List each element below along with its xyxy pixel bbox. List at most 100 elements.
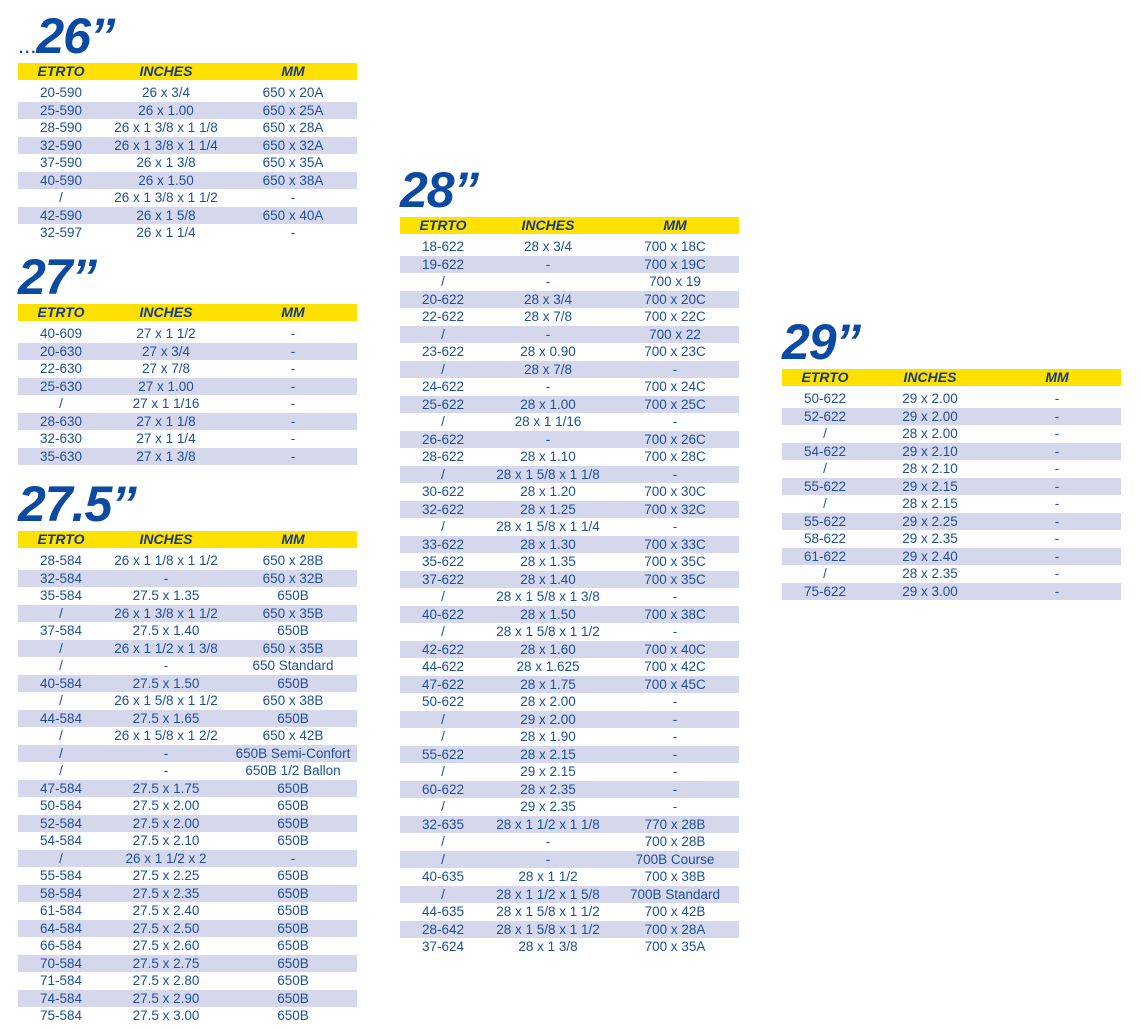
table-cell: 700 x 20C [644,291,706,307]
table-cell: 55-584 [39,868,83,883]
table-row: / 29 x 2.15 - [400,763,739,781]
table-cell: 28 x 1 1/2 [518,869,578,884]
table-header: ETRTO INCHES MM [18,63,357,80]
table-cell: - [290,378,296,394]
table-cell: 28 x 1 1/2 x 1 5/8 [496,886,600,902]
table-cell: 27.5 x 2.50 [132,920,200,936]
table-row: 37-590 26 x 1 3/8 650 x 35A [18,154,357,172]
table-cell: 770 x 28B [644,816,706,832]
table-cell: / [441,361,445,377]
table-cell: 28 x 1.40 [520,571,576,587]
table-cell: 26 x 3/4 [141,85,191,100]
table-cell: - [672,711,678,727]
title-text: 27’’ [18,249,97,305]
table-cell: - [672,361,678,377]
table-row: 50-622 29 x 2.00 - [782,390,1121,408]
table-cell: 700 x 35C [644,571,706,587]
section-title: 29’’ [782,317,861,367]
table-cell: 650 x 40A [262,207,324,223]
table-cell: 24-622 [421,379,465,394]
table-row: / 28 x 1 5/8 x 1 1/8 - [400,465,739,483]
table-row: 30-622 28 x 1.20 700 x 30C [400,483,739,501]
table-row: 40-584 27.5 x 1.50 650B [18,674,357,692]
table-row: 55-622 28 x 2.15 - [400,745,739,763]
table-cell: 32-584 [39,570,83,586]
table-row: 58-584 27.5 x 2.35 650B [18,884,357,902]
section-title: 28’’ [400,165,479,215]
table-cell: 25-590 [39,102,83,118]
table-row: 42-590 26 x 1 5/8 650 x 40A [18,206,357,224]
table-cell: - [1054,426,1060,441]
table-row: 32-590 26 x 1 3/8 x 1 1/4 650 x 32A [18,136,357,154]
table-cell: 26 x 1 3/8 x 1 1/2 [114,190,218,205]
table-cell: - [163,745,169,761]
table-cell: 22-630 [39,361,83,376]
column-header: MM [663,217,687,233]
table-cell: - [1054,461,1060,476]
table-cell: 40-609 [39,326,83,341]
table-cell: - [163,658,169,673]
table-row: 24-622 - 700 x 24C [400,378,739,396]
table-row: 52-584 27.5 x 2.00 650B [18,814,357,832]
table-row: 58-622 29 x 2.35 - [782,530,1121,548]
table-cell: 27 x 1 1/8 [136,413,196,429]
table-cell: 44-635 [421,904,465,919]
table-cell: - [290,850,296,866]
table-row: 25-622 28 x 1.00 700 x 25C [400,395,739,413]
table-cell: 650 x 42B [262,728,324,743]
table-row: 35-630 27 x 1 3/8 - [18,447,357,465]
table-cell: - [290,343,296,359]
table-row: 40-609 27 x 1 1/2 - [18,325,357,343]
table-cell: - [290,396,296,411]
column-header: ETRTO [419,217,467,233]
table-cell: 28 x 1.10 [520,449,576,464]
column-header: ETRTO [37,63,85,79]
table-cell: 20-590 [39,85,83,100]
table-cell: / [441,589,445,604]
table-cell: - [545,431,551,447]
table-cell: 25-622 [421,396,465,412]
table-cell: 700 x 28A [644,921,706,937]
table-cell: 28 x 1 5/8 x 1 1/2 [496,921,600,937]
table-cell: 27.5 x 1.50 [132,675,200,691]
table-cell: - [545,834,551,849]
table-cell: 55-622 [421,746,465,762]
table-row: 61-584 27.5 x 2.40 650B [18,902,357,920]
table-cell: 47-584 [39,780,83,796]
table-cell: 28 x 1.35 [520,554,576,569]
table-cell: 650 x 28A [262,120,324,135]
table-cell: / [823,461,827,476]
table-row: / 28 x 2.15 - [782,495,1121,513]
table-row: 20-630 27 x 3/4 - [18,342,357,360]
table-cell: 650B [277,588,309,603]
table-cell: 700 x 35C [644,554,706,569]
table-cell: 700 x 24C [644,379,706,394]
table-cell: - [290,225,296,240]
table-row: 64-584 27.5 x 2.50 650B [18,919,357,937]
table-cell: 26 x 1 5/8 x 1 2/2 [114,728,218,743]
column-header: MM [281,531,305,547]
table-cell: 29 x 2.00 [520,711,576,727]
table-row: 32-597 26 x 1 1/4 - [18,224,357,242]
table-cell: - [290,361,296,376]
table-cell: 650B [277,623,309,638]
table-cell: 700 x 40C [644,641,706,657]
table-row: / - 650 Standard [18,657,357,675]
table-cell: / [441,834,445,849]
table-cell: 28 x 1.625 [516,659,580,674]
table-cell: - [672,519,678,534]
table-cell: - [672,764,678,779]
table-cell: 27 x 1 1/16 [132,396,200,411]
table-cell: 27.5 x 2.75 [132,955,200,971]
table-cell: - [672,694,678,709]
table-cell: - [1054,408,1060,424]
table-row: / 27 x 1 1/16 - [18,395,357,413]
table-cell: 28-590 [39,120,83,135]
table-cell: 29 x 2.40 [902,548,958,564]
table-cell: 55-622 [803,478,847,494]
table-cell: 28 x 2.15 [902,496,958,511]
table-cell: 650B [277,885,309,901]
column-header: INCHES [521,217,575,233]
table-cell: / [441,729,445,744]
table-cell: 26 x 1.50 [138,172,194,188]
